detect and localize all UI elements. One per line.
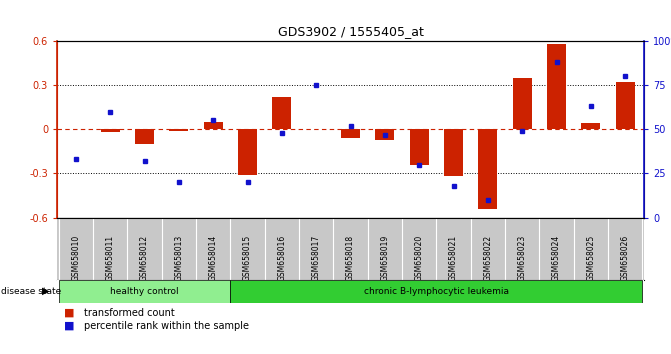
Text: transformed count: transformed count <box>84 308 174 318</box>
Bar <box>616 82 635 129</box>
Text: chronic B-lymphocytic leukemia: chronic B-lymphocytic leukemia <box>364 287 509 296</box>
Bar <box>170 129 189 131</box>
Bar <box>444 129 463 176</box>
Bar <box>230 280 642 303</box>
Bar <box>135 129 154 144</box>
Bar <box>478 129 497 209</box>
Bar <box>376 129 395 139</box>
Text: ■: ■ <box>64 321 74 331</box>
Bar <box>101 129 119 132</box>
Bar <box>410 129 429 165</box>
Text: percentile rank within the sample: percentile rank within the sample <box>84 321 249 331</box>
Bar <box>341 129 360 138</box>
Text: disease state: disease state <box>1 287 61 296</box>
Bar <box>238 129 257 175</box>
Bar <box>547 44 566 129</box>
Text: ■: ■ <box>64 308 74 318</box>
Bar <box>513 78 531 129</box>
Bar <box>204 122 223 129</box>
Bar <box>272 97 291 129</box>
Text: healthy control: healthy control <box>110 287 179 296</box>
Text: ▶: ▶ <box>42 286 49 296</box>
Title: GDS3902 / 1555405_at: GDS3902 / 1555405_at <box>278 25 423 38</box>
Bar <box>582 123 601 129</box>
Bar <box>59 280 230 303</box>
